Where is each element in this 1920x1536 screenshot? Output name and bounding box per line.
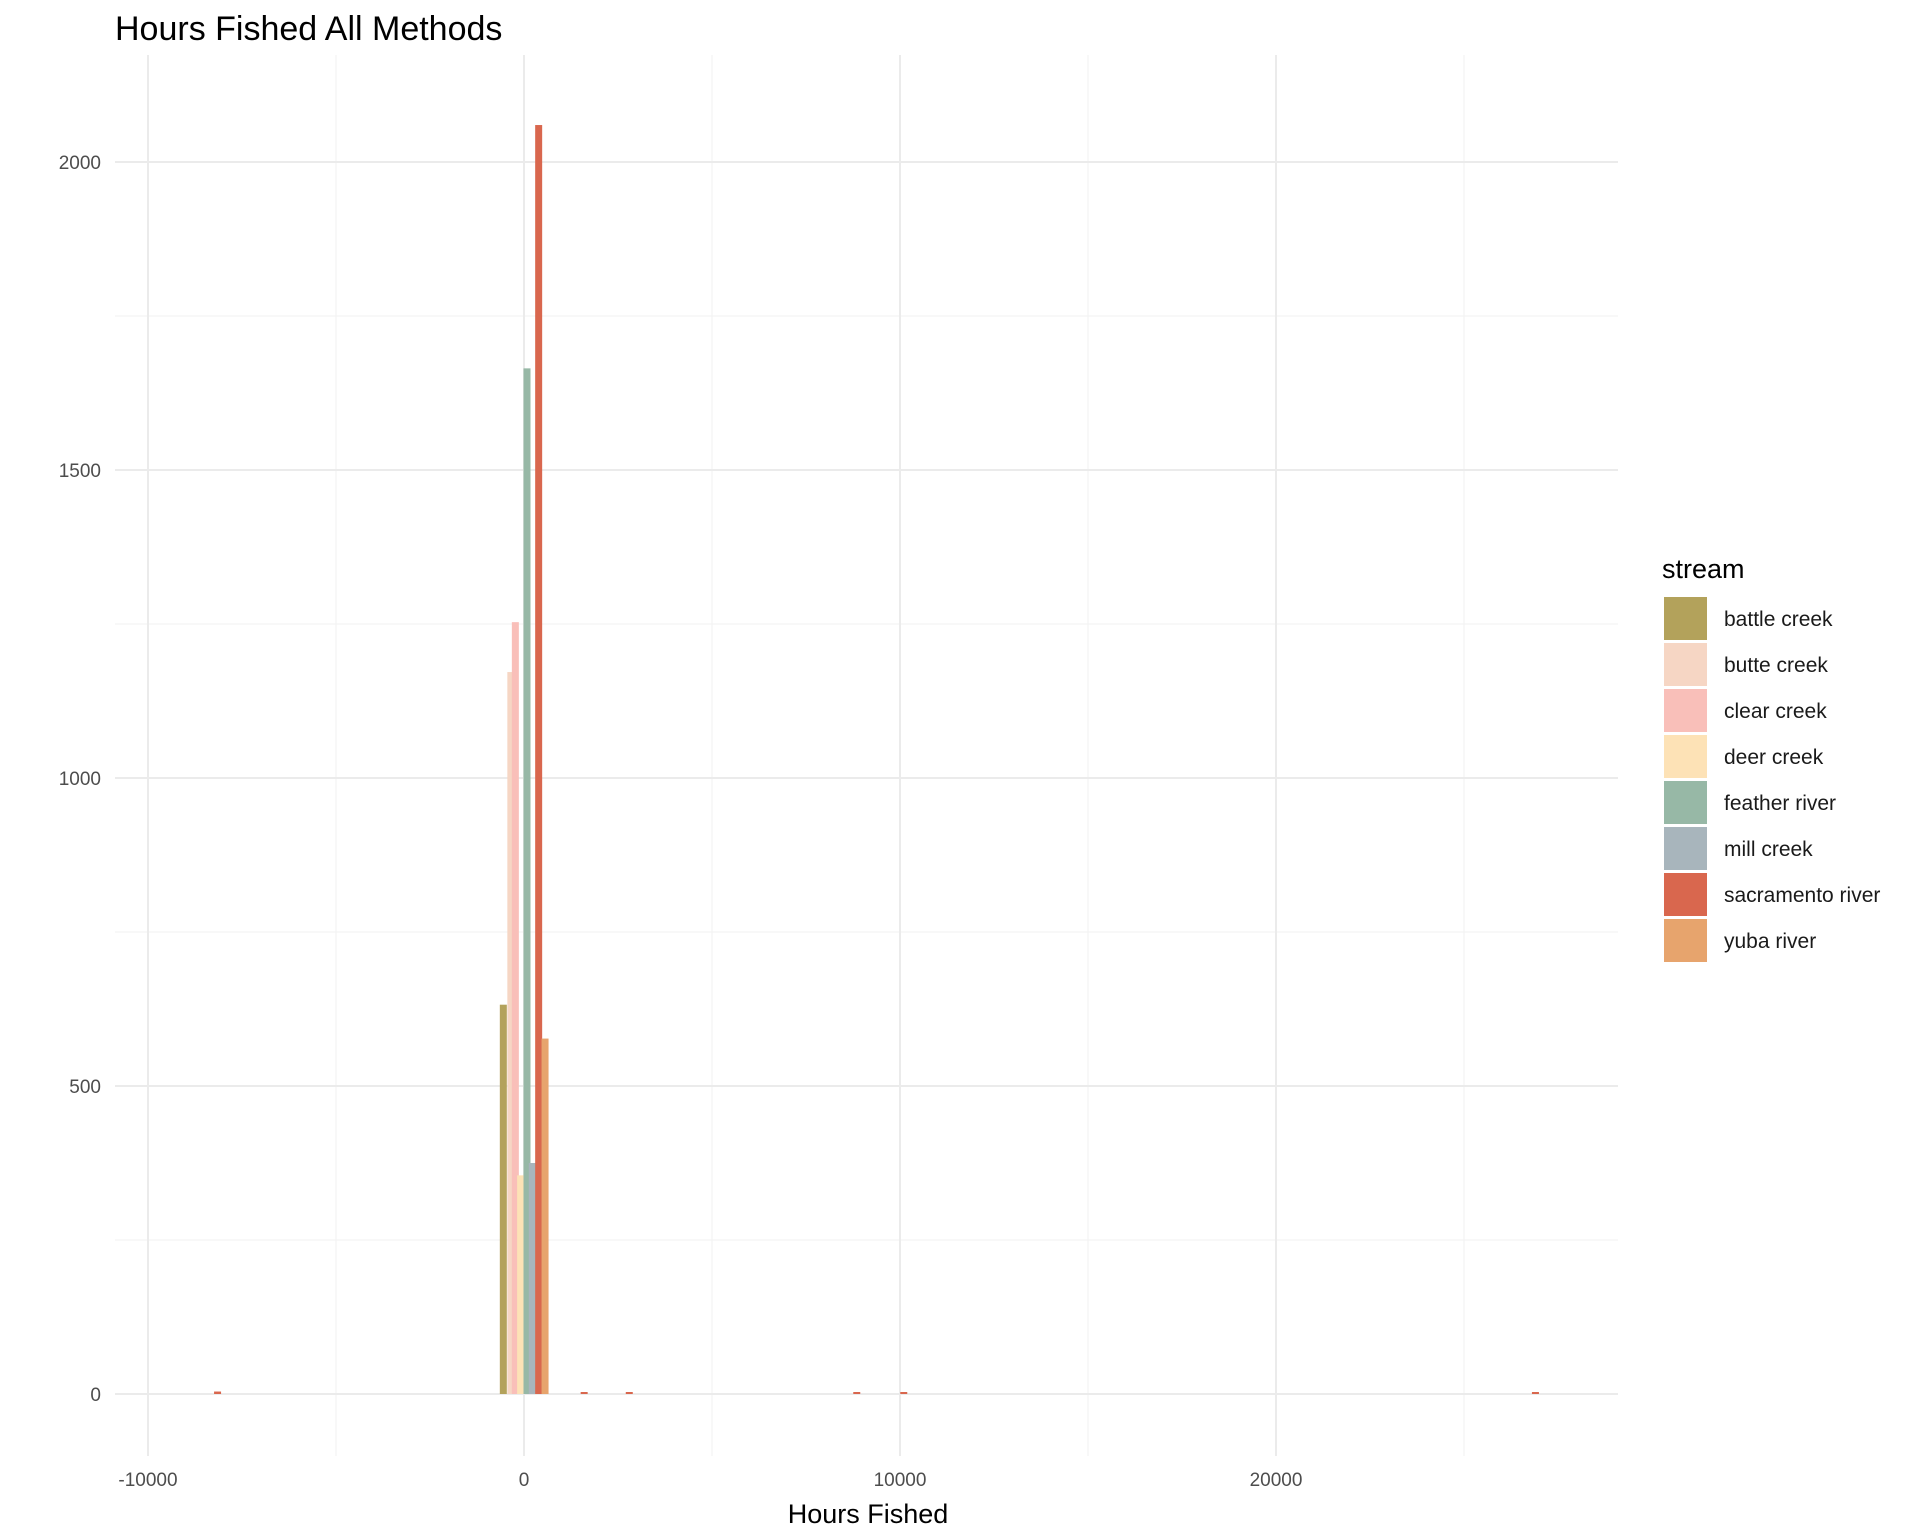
legend-label: deer creek [1724, 746, 1824, 769]
legend-label: sacramento river [1724, 884, 1880, 907]
x-tick-label: 20000 [1250, 1470, 1303, 1491]
bar-deer-creek [517, 1175, 525, 1394]
legend-items: battle creek butte creek clear creek deer c… [1664, 597, 1880, 962]
x-tick-label: 0 [519, 1470, 530, 1491]
legend-label: clear creek [1724, 700, 1827, 723]
y-tick-label: 0 [90, 1385, 101, 1406]
legend-label: feather river [1724, 792, 1836, 815]
legend-key-mill-creek [1664, 827, 1707, 870]
legend-title: stream [1662, 554, 1745, 584]
legend-key-yuba-river [1664, 919, 1707, 962]
legend-label: battle creek [1724, 608, 1833, 631]
bar-sacramento-river [900, 1392, 908, 1394]
legend-key-feather-river [1664, 781, 1707, 824]
chart-title: Hours Fished All Methods [115, 10, 502, 48]
y-axis-tick-labels: 0 500 1000 1500 2000 [59, 153, 101, 1406]
bar-feather-river [523, 368, 531, 1394]
bar-yuba-river [541, 1038, 549, 1394]
legend-key-butte-creek [1664, 643, 1707, 686]
y-tick-label: 2000 [59, 153, 101, 174]
legend-key-sacramento-river [1664, 873, 1707, 916]
bar-sacramento-river [625, 1392, 633, 1394]
bar-clear-creek [511, 622, 519, 1394]
y-tick-label: 1000 [59, 769, 101, 790]
bar-mill-creek [528, 1163, 536, 1394]
y-tick-label: 1500 [59, 461, 101, 482]
bar-sacramento-river [853, 1392, 861, 1394]
bar-battle-creek [499, 1004, 507, 1394]
bar-sacramento-river [1531, 1392, 1539, 1394]
minor-gridlines [115, 55, 1618, 1456]
legend-label: yuba river [1724, 930, 1816, 953]
x-tick-label: 10000 [874, 1470, 927, 1491]
bar-sacramento-river [580, 1392, 588, 1394]
legend: stream battle creek butte creek clear cree… [1662, 554, 1880, 962]
legend-label: butte creek [1724, 654, 1828, 677]
bar-butte-creek [507, 672, 515, 1394]
legend-key-clear-creek [1664, 689, 1707, 732]
y-tick-label: 500 [69, 1077, 101, 1098]
legend-label: mill creek [1724, 838, 1813, 861]
x-tick-label: -10000 [118, 1470, 177, 1491]
x-axis-title: Hours Fished [788, 1499, 949, 1529]
x-axis-tick-labels: -10000 0 10000 20000 [118, 1470, 1302, 1491]
bar-sacramento-river [214, 1391, 222, 1394]
major-gridlines [115, 55, 1618, 1456]
legend-key-battle-creek [1664, 597, 1707, 640]
histogram-bars [214, 125, 1539, 1394]
bar-sacramento-river [535, 125, 543, 1394]
legend-key-deer-creek [1664, 735, 1707, 778]
